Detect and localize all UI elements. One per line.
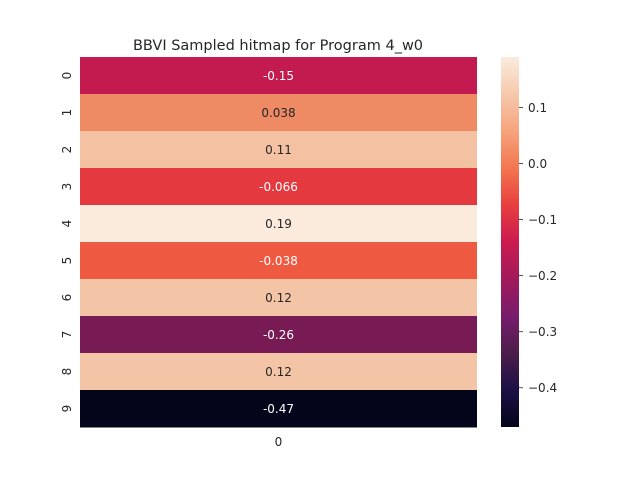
y-tick-label: 8 (60, 368, 74, 376)
colorbar-tick-label: 0.0 (528, 157, 547, 171)
y-tick-label: 2 (60, 146, 74, 154)
y-tick-label: 1 (60, 109, 74, 117)
y-axis-ticks: 0 1 2 3 4 5 6 7 8 9 (60, 72, 74, 413)
cell-value-label: 0.12 (265, 365, 292, 379)
heatmap-cell (80, 94, 477, 132)
heatmap-cell (80, 390, 477, 428)
cell-value-label: -0.47 (263, 402, 294, 416)
heatmap-cell (80, 279, 477, 317)
y-tick-label: 9 (60, 405, 74, 413)
cell-value-label: 0.19 (265, 217, 292, 231)
heatmap-cell (80, 131, 477, 169)
y-tick-label: 7 (60, 331, 74, 339)
colorbar: 0.1 0.0 −0.1 −0.2 −0.3 −0.4 (501, 57, 557, 427)
cell-value-label: -0.038 (259, 254, 298, 268)
heatmap-cell (80, 205, 477, 243)
colorbar-tick-label: −0.2 (528, 269, 557, 283)
colorbar-tick-label: −0.3 (528, 325, 557, 339)
heatmap-cells (80, 57, 477, 428)
cell-value-label: 0.038 (261, 106, 295, 120)
heatmap-cell (80, 168, 477, 206)
chart-title: BBVI Sampled hitmap for Program 4_w0 (133, 38, 423, 54)
cell-value-label: 0.12 (265, 291, 292, 305)
colorbar-gradient (501, 57, 519, 427)
heatmap-cell (80, 242, 477, 280)
colorbar-tick-label: −0.4 (528, 381, 557, 395)
heatmap-cell (80, 57, 477, 95)
cell-value-label: -0.066 (259, 180, 298, 194)
y-tick-label: 0 (60, 72, 74, 80)
y-tick-label: 4 (60, 220, 74, 228)
y-tick-label: 6 (60, 294, 74, 302)
heatmap-cell (80, 316, 477, 354)
x-axis-ticks: 0 (275, 435, 283, 449)
colorbar-tick-label: −0.1 (528, 213, 557, 227)
cell-value-label: -0.15 (263, 69, 294, 83)
heatmap-cell (80, 353, 477, 391)
y-tick-label: 3 (60, 183, 74, 191)
cell-value-label: -0.26 (263, 328, 294, 342)
cell-labels: -0.15 0.038 0.11 -0.066 0.19 -0.038 0.12 -0.26 0… (259, 69, 298, 416)
y-tick-label: 5 (60, 257, 74, 265)
x-tick-label: 0 (275, 435, 283, 449)
cell-value-label: 0.11 (265, 143, 292, 157)
colorbar-tick-label: 0.1 (528, 101, 547, 115)
